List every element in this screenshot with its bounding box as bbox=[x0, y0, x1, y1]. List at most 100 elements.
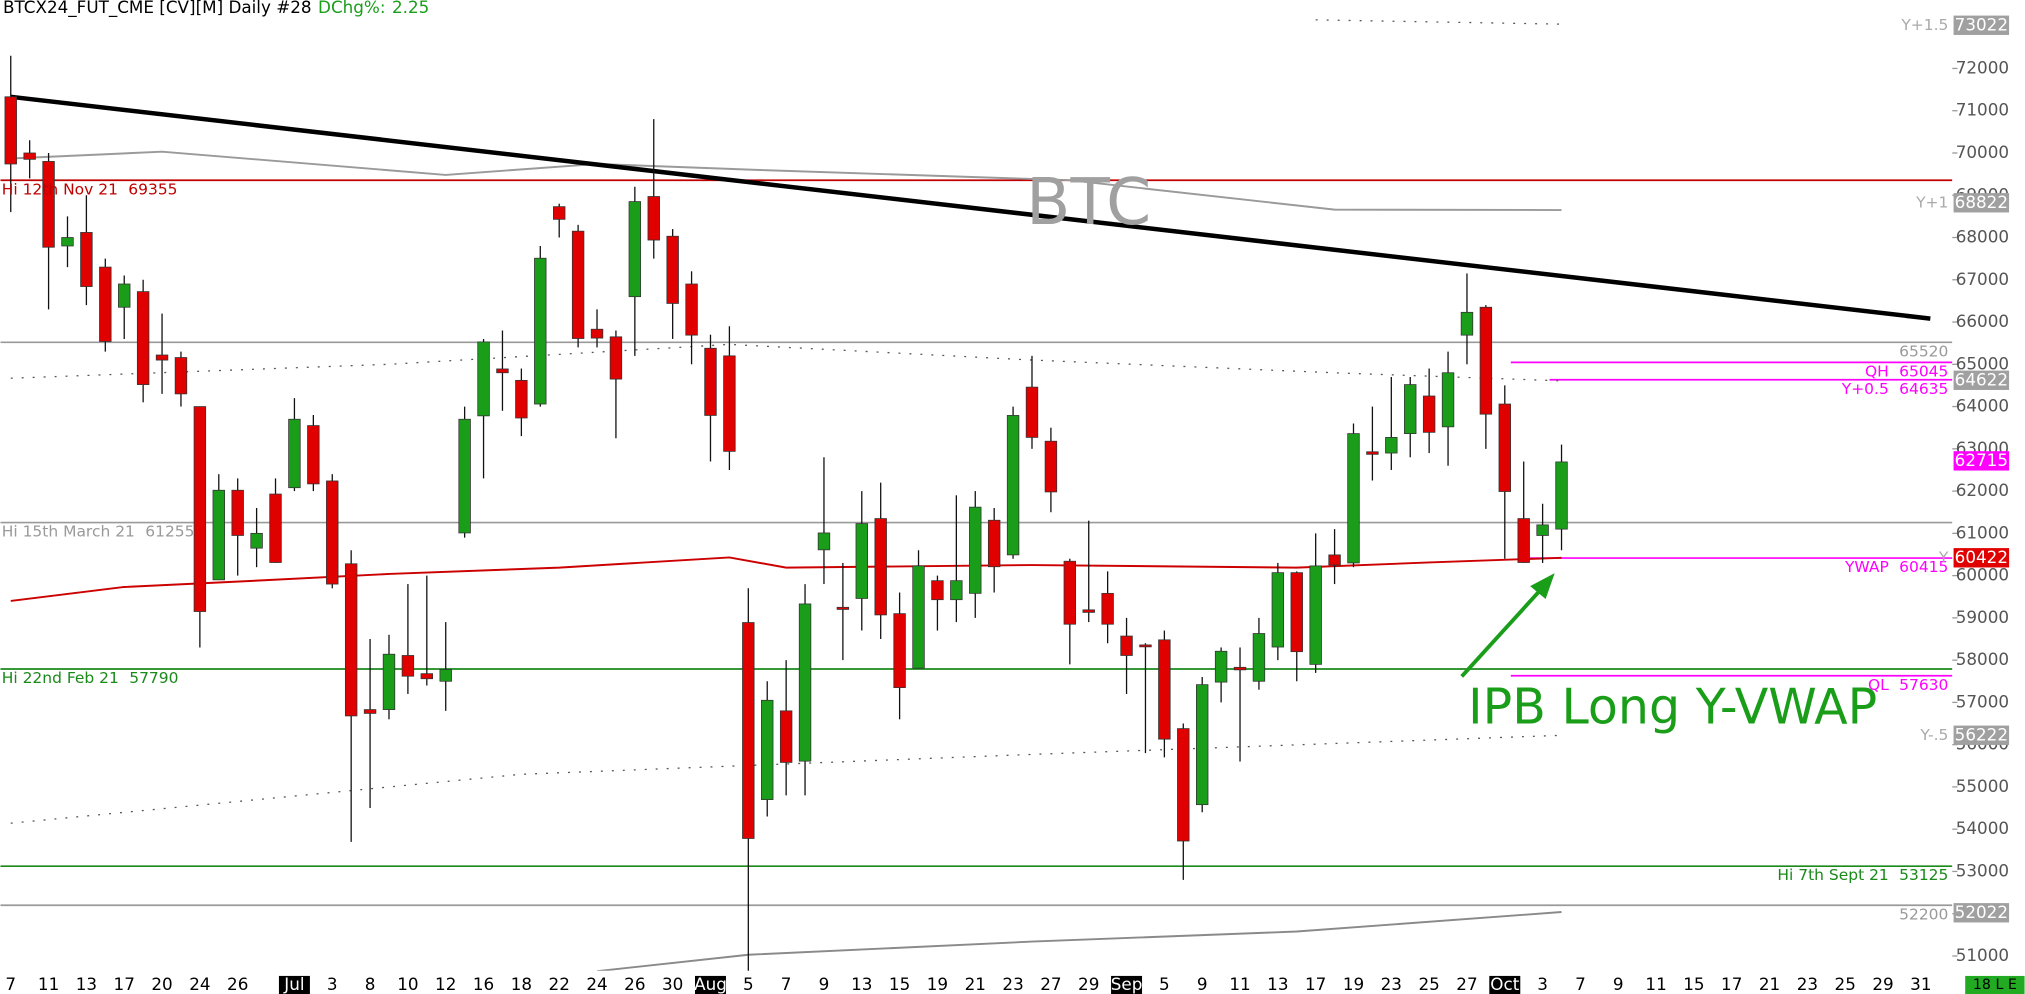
x-tick-label: 11 bbox=[1229, 974, 1250, 994]
x-tick-label: 26 bbox=[227, 974, 248, 994]
candle-body bbox=[250, 532, 263, 549]
candle-body bbox=[1101, 592, 1114, 625]
x-tick-label: 9 bbox=[1197, 974, 1208, 994]
y-tick-label: 57000 bbox=[1956, 691, 2009, 711]
candle-body bbox=[515, 379, 528, 419]
candle-body bbox=[420, 673, 434, 680]
candle-body bbox=[1196, 684, 1209, 806]
overlay-line bbox=[596, 911, 1562, 971]
candle-body bbox=[1404, 384, 1417, 434]
y-tick-label: 54000 bbox=[1956, 818, 2009, 838]
overlay-line bbox=[10, 150, 1562, 211]
level-label: Hi 12th Nov 21 69355 bbox=[2, 180, 178, 198]
candle-body bbox=[704, 347, 717, 416]
price-marker-tag: Y-.5 bbox=[1919, 726, 1948, 744]
month-highlight bbox=[278, 975, 310, 994]
candle-body bbox=[1120, 635, 1133, 656]
x-tick-label: 30 bbox=[662, 974, 683, 994]
candle-body bbox=[1233, 666, 1247, 671]
level-label: YWAP 60415 bbox=[1844, 558, 1948, 576]
candle-body bbox=[174, 357, 188, 395]
candle-body bbox=[1158, 639, 1171, 740]
x-tick-label: 7 bbox=[781, 974, 792, 994]
x-tick-label: 5 bbox=[743, 974, 754, 994]
candle-body bbox=[1536, 524, 1549, 536]
level-label: QH 65045 bbox=[1865, 362, 1948, 380]
price-marker-label: 52022 bbox=[1955, 902, 2008, 922]
candle-body bbox=[1328, 554, 1341, 566]
level-name: Hi 7th Sept 21 bbox=[1777, 866, 1888, 884]
candle-body bbox=[1271, 572, 1285, 648]
level-name: Hi 15th March 21 bbox=[2, 522, 135, 540]
overlay-texts: 5100052000530005400055000560005700058000… bbox=[2, 14, 2010, 994]
x-tick-label: 12 bbox=[435, 974, 456, 994]
x-tick-label: 19 bbox=[927, 974, 948, 994]
candle-body bbox=[496, 368, 509, 374]
candle-body bbox=[1082, 609, 1095, 613]
price-marker-tag: Y+1 bbox=[1915, 193, 1948, 211]
level-value: 57790 bbox=[129, 669, 178, 687]
x-tick-label: 15 bbox=[1683, 974, 1704, 994]
level-value: 52200 bbox=[1899, 905, 1948, 923]
candle-body bbox=[1044, 440, 1058, 493]
level-name: YWAP bbox=[1844, 558, 1889, 576]
x-tick-label: 9 bbox=[819, 974, 830, 994]
month-highlight bbox=[695, 975, 726, 994]
x-tick-label: 13 bbox=[1267, 974, 1288, 994]
candle-body bbox=[874, 518, 887, 616]
candle-body bbox=[1214, 650, 1228, 683]
x-tick-label: 27 bbox=[1040, 974, 1061, 994]
y-tick-label: 55000 bbox=[1956, 776, 2009, 796]
price-marker bbox=[1953, 903, 2010, 923]
candle-body bbox=[571, 230, 585, 339]
x-tick-label: 13 bbox=[851, 974, 872, 994]
candle-body bbox=[477, 341, 490, 417]
x-tick-label: 17 bbox=[114, 974, 135, 994]
chart-title: BTCX24_FUT_CME [CV][M] Daily #28 DChg%: 2.… bbox=[3, 0, 429, 18]
x-tick-label: 21 bbox=[1759, 974, 1780, 994]
price-marker bbox=[1953, 15, 2010, 35]
annotation-arrowhead bbox=[1530, 573, 1555, 599]
x-tick-label: 23 bbox=[1797, 974, 1818, 994]
x-tick-label: 27 bbox=[1456, 974, 1477, 994]
x-tick-label: 15 bbox=[889, 974, 910, 994]
candle-body bbox=[987, 519, 1001, 568]
x-tick-label: 31 bbox=[1910, 974, 1931, 994]
candle-body bbox=[136, 291, 150, 385]
price-marker bbox=[1953, 370, 2010, 390]
candle-body bbox=[609, 336, 623, 380]
y-tick-label: 62000 bbox=[1956, 480, 2009, 500]
title: BTCX24_FUT_CME [CV][M] Daily #28 bbox=[3, 0, 312, 18]
y-tick-label: 66000 bbox=[1956, 311, 2009, 331]
month-highlight bbox=[1489, 975, 1521, 994]
x-tick-label: 17 bbox=[1721, 974, 1742, 994]
candle-body bbox=[155, 354, 169, 361]
x-tick-label: 16 bbox=[473, 974, 494, 994]
x-tick-label: Jul bbox=[283, 974, 304, 994]
candle-body bbox=[912, 565, 925, 669]
overlay-line bbox=[10, 94, 1931, 321]
change-value: 2.25 bbox=[392, 0, 429, 17]
candle-body bbox=[458, 418, 471, 534]
price-marker-tag: Y+1.5 bbox=[1900, 16, 1948, 34]
x-tick-label: 23 bbox=[1002, 974, 1023, 994]
level-name: QL bbox=[1868, 675, 1889, 693]
x-tick-label: 7 bbox=[5, 974, 16, 994]
candle-body bbox=[1139, 644, 1152, 648]
candle-body bbox=[779, 710, 793, 763]
level-name: Hi 22nd Feb 21 bbox=[2, 669, 119, 687]
x-tick-label: 11 bbox=[1645, 974, 1666, 994]
candle-body bbox=[647, 196, 660, 241]
price-marker-label: 56222 bbox=[1955, 724, 2008, 744]
candle-body bbox=[628, 201, 642, 298]
candle-body bbox=[1025, 386, 1039, 438]
price-marker bbox=[1953, 193, 2010, 213]
month-highlight bbox=[1111, 975, 1143, 994]
annotation: IPB Long Y-VWAP bbox=[1468, 678, 1877, 736]
candle-body bbox=[534, 257, 547, 405]
level-name: Hi 12th Nov 21 bbox=[2, 180, 118, 198]
candle-body bbox=[118, 283, 131, 308]
x-tick-label: 3 bbox=[1537, 974, 1548, 994]
level-label: Hi 22nd Feb 21 57790 bbox=[2, 669, 179, 687]
